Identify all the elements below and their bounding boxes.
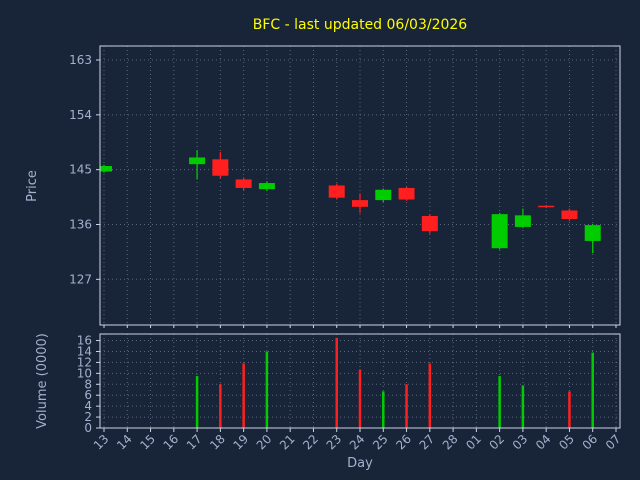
candle-body bbox=[212, 159, 229, 176]
candle-body bbox=[100, 166, 112, 172]
volume-bar bbox=[382, 391, 385, 428]
volume-bar bbox=[591, 352, 594, 428]
volume-bar bbox=[428, 363, 432, 428]
candle-body bbox=[538, 205, 555, 208]
candle-body bbox=[561, 210, 578, 220]
candle-body bbox=[584, 225, 601, 241]
volume-tick-label: 14 bbox=[77, 344, 92, 358]
volume-bar bbox=[568, 391, 571, 428]
candle-body bbox=[375, 189, 392, 201]
volume-tick-label: 4 bbox=[84, 399, 92, 413]
volume-bar bbox=[405, 384, 408, 428]
candle-body bbox=[328, 185, 345, 198]
candle-body bbox=[421, 215, 438, 232]
volume-bar bbox=[195, 376, 199, 428]
price-axis-label: Price bbox=[25, 170, 40, 202]
volume-bar bbox=[498, 376, 501, 428]
price-tick-label: 127 bbox=[69, 272, 92, 286]
candle-body bbox=[258, 183, 275, 190]
price-grid bbox=[100, 46, 620, 325]
volume-bar bbox=[265, 351, 269, 428]
chart-title: BFC - last updated 06/03/2026 bbox=[253, 17, 468, 33]
price-panel-background bbox=[100, 46, 620, 325]
volume-tick-label: 12 bbox=[77, 355, 92, 369]
volume-tick-label: 0 bbox=[84, 421, 92, 435]
price-tick-label: 163 bbox=[69, 53, 92, 67]
candlesticks bbox=[100, 150, 601, 254]
volume-bar bbox=[521, 385, 525, 428]
volume-bar bbox=[335, 337, 338, 428]
volume-tick-label: 8 bbox=[84, 377, 92, 391]
candle-body bbox=[491, 214, 508, 249]
volume-bars bbox=[195, 337, 594, 428]
candle-body bbox=[235, 179, 252, 188]
candle-body bbox=[352, 200, 368, 207]
day-axis-label: Day bbox=[347, 456, 373, 471]
volume-bar bbox=[358, 369, 362, 428]
candle-body bbox=[189, 157, 206, 165]
volume-tick-label: 10 bbox=[77, 366, 92, 380]
volume-tick-label: 2 bbox=[84, 410, 92, 424]
price-tick-label: 154 bbox=[69, 108, 92, 122]
volume-tick-label: 6 bbox=[84, 388, 92, 402]
candle-body bbox=[398, 187, 415, 200]
volume-bar bbox=[219, 384, 222, 428]
volume-axis-label: Volume (0000) bbox=[35, 333, 50, 429]
candle-body bbox=[514, 215, 531, 227]
price-tick-label: 145 bbox=[69, 163, 92, 177]
price-tick-label: 136 bbox=[69, 217, 92, 231]
volume-bar bbox=[242, 363, 245, 428]
axis-tick-marks bbox=[96, 59, 617, 432]
volume-tick-label: 16 bbox=[77, 334, 92, 348]
